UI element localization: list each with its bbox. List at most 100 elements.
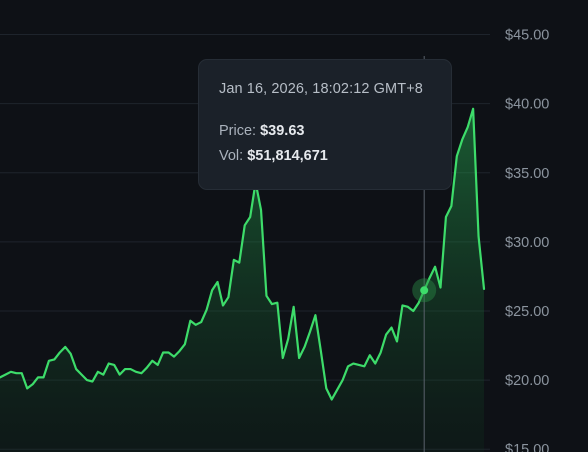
data-point: [455, 155, 458, 158]
data-point: [31, 383, 34, 386]
data-point: [330, 398, 333, 401]
area-series: [0, 107, 486, 452]
data-point: [260, 209, 263, 212]
y-tick-label: $20.00: [505, 373, 549, 389]
data-point: [173, 355, 176, 358]
data-point: [412, 310, 415, 313]
price-tooltip: Jan 16, 2026, 18:02:12 GMT+8 Price: $39.…: [198, 59, 452, 190]
data-point: [113, 363, 116, 366]
data-point: [401, 304, 404, 307]
data-point: [292, 305, 295, 308]
data-point: [341, 379, 344, 382]
data-point: [178, 350, 181, 353]
data-point: [53, 358, 56, 361]
data-point: [477, 235, 480, 238]
data-point: [385, 333, 388, 336]
data-point: [281, 357, 284, 360]
data-point: [270, 303, 273, 306]
tooltip-volume-label: Vol:: [219, 148, 244, 164]
data-point: [118, 373, 121, 376]
data-point: [80, 373, 83, 376]
data-point: [461, 138, 464, 141]
tooltip-price-label: Price:: [219, 123, 257, 139]
data-point: [183, 343, 186, 346]
y-tick-label: $40.00: [505, 97, 549, 113]
data-point: [265, 294, 268, 297]
data-point: [483, 287, 486, 290]
data-point: [4, 373, 7, 376]
data-point: [406, 305, 409, 308]
price-line: [0, 107, 486, 401]
data-point: [140, 372, 143, 375]
data-point: [352, 362, 355, 365]
data-point: [134, 370, 137, 373]
data-point: [96, 370, 99, 373]
data-point: [15, 372, 18, 375]
data-point: [395, 340, 398, 343]
data-point: [243, 224, 246, 227]
data-point: [298, 357, 301, 360]
data-point: [249, 216, 252, 219]
data-point: [466, 126, 469, 129]
data-point: [189, 319, 192, 322]
data-point: [69, 352, 72, 355]
y-tick-label: $35.00: [505, 166, 549, 182]
y-axis-ticks: $45.00 $40.00 $35.00 $30.00 $25.00 $20.00 $15.…: [505, 28, 549, 452]
data-point: [9, 370, 12, 373]
data-point: [26, 387, 29, 390]
data-point: [129, 368, 132, 371]
y-tick-label: $15.00: [505, 442, 549, 452]
data-point: [167, 351, 170, 354]
y-tick-label: $45.00: [505, 28, 549, 44]
y-tick-label: $30.00: [505, 235, 549, 251]
data-point: [47, 359, 50, 362]
data-point: [107, 362, 110, 365]
data-point: [347, 365, 350, 368]
data-point: [308, 330, 311, 333]
data-point: [64, 345, 67, 348]
data-point: [428, 276, 431, 279]
tooltip-price-row: Price: $39.63: [219, 121, 451, 141]
data-point: [75, 368, 78, 371]
data-point: [58, 351, 61, 354]
data-point: [151, 359, 154, 362]
data-point: [102, 373, 105, 376]
data-point: [145, 366, 148, 369]
data-point: [287, 337, 290, 340]
data-point: [216, 280, 219, 283]
data-point: [314, 314, 317, 317]
data-point: [232, 258, 235, 261]
data-point: [42, 376, 45, 379]
data-point: [390, 326, 393, 329]
hover-point: [420, 286, 429, 295]
data-point: [91, 380, 94, 383]
data-point: [20, 372, 23, 375]
data-point: [303, 345, 306, 348]
data-point: [417, 301, 420, 304]
data-point: [221, 304, 224, 307]
data-point: [200, 321, 203, 324]
data-point: [374, 362, 377, 365]
tooltip-volume-row: Vol: $51,814,671: [219, 146, 451, 166]
data-point: [205, 308, 208, 311]
data-point: [363, 365, 366, 368]
data-point: [319, 350, 322, 353]
data-point: [37, 376, 40, 379]
y-tick-label: $25.00: [505, 304, 549, 320]
data-point: [162, 351, 165, 354]
data-point: [439, 286, 442, 289]
data-point: [434, 265, 437, 268]
tooltip-price-value: $39.63: [260, 123, 305, 139]
data-point: [194, 323, 197, 326]
data-point: [238, 261, 241, 264]
data-point: [124, 368, 127, 371]
data-point: [379, 351, 382, 354]
data-point: [368, 354, 371, 357]
data-point: [472, 107, 475, 110]
data-point: [357, 363, 360, 366]
data-point: [336, 388, 339, 391]
hover-markers: [412, 278, 437, 303]
tooltip-volume-value: $51,814,671: [247, 148, 328, 164]
